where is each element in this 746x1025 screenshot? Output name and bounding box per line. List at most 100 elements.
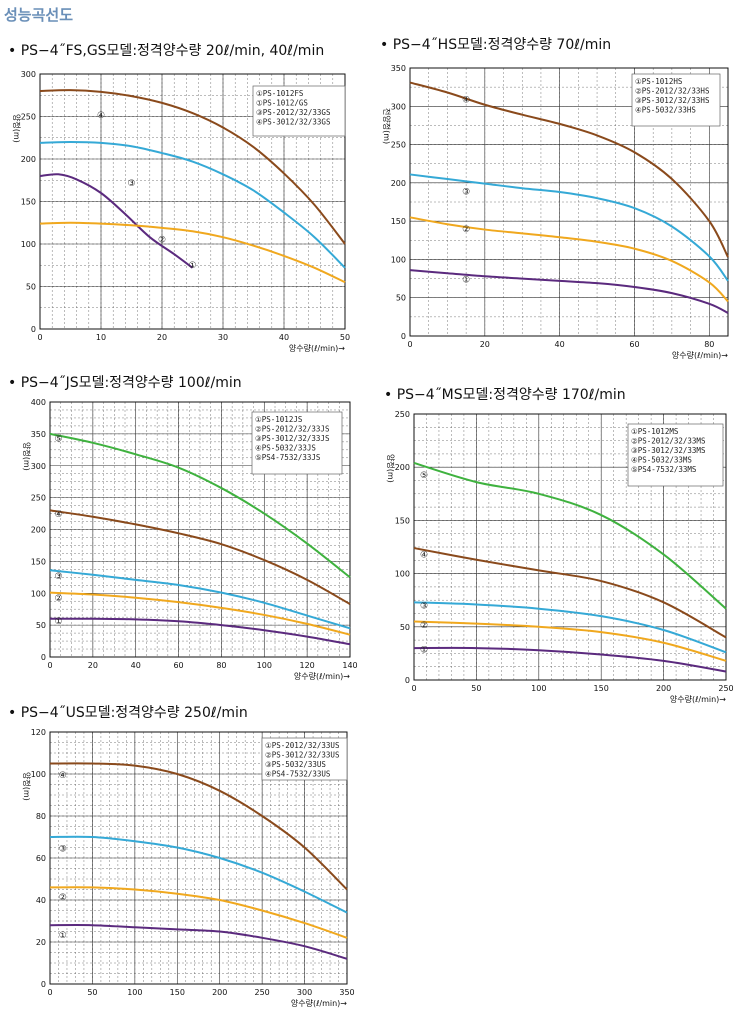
legend-entry: ②PS-2012/32/33JS — [255, 425, 330, 434]
series-marker-1: ① — [59, 931, 67, 941]
x-tick-label: 100 — [127, 988, 142, 997]
series-line-3 — [49, 835, 348, 914]
legend-entry: ①PS-1012FS — [256, 89, 304, 98]
chart-js: 0 50 100 150 200 250 300 350 400 0 20 40 60 80 100 120 1… — [22, 398, 358, 681]
x-tick-label: 40 — [555, 340, 565, 349]
x-tick-label: 80 — [216, 661, 226, 670]
series-line-4 — [39, 89, 346, 245]
legend-entry: ④PS-5032/33HS — [635, 106, 696, 115]
series-marker-5: ⑤ — [420, 471, 428, 481]
x-axis-label: 양수량(ℓ/min)→ — [672, 350, 728, 360]
legend-entry: ①PS-1012HS — [635, 77, 683, 86]
series-marker-3: ③ — [55, 572, 63, 582]
y-axis-label: 양정(m) — [22, 442, 32, 471]
series-line-2 — [49, 591, 351, 636]
series-marker-1: ① — [188, 261, 196, 271]
x-tick-label: 250 — [255, 988, 270, 997]
series-marker-4: ④ — [59, 771, 67, 781]
plot-frame — [49, 731, 348, 985]
legend-entry: ②PS-3012/32/33US — [265, 751, 340, 760]
y-tick-label: 0 — [41, 980, 46, 989]
y-tick-label: 200 — [395, 463, 410, 472]
series-marker-4: ④ — [462, 95, 470, 105]
series-line-4 — [49, 509, 351, 605]
chart-title-fs-gs: • PS−4˝FS,GS모델:정격양수량 20ℓ/min, 40ℓ/min — [8, 43, 325, 59]
chart-us: 0 20 40 60 80 100 120 0 50 100 150 200 250 300 350 양정(m… — [22, 728, 355, 1008]
legend-box — [261, 737, 348, 781]
series-marker-3: ③ — [59, 845, 67, 855]
y-tick-label: 50 — [400, 623, 410, 632]
y-tick-label: 20 — [36, 938, 46, 947]
series-marker-1: ① — [462, 275, 470, 285]
legend-entry: ②PS-2012/32/33HS — [635, 87, 710, 96]
series-marker-1: ① — [420, 645, 428, 655]
legend-entry: ②PS-2012/32/33MS — [631, 437, 706, 446]
legend-entry: ⑤PS4-7532/33JS — [255, 453, 321, 462]
series-marker-4: ④ — [420, 551, 428, 561]
y-tick-label: 40 — [36, 896, 46, 905]
x-tick-label: 100 — [257, 661, 272, 670]
x-tick-label: 120 — [300, 661, 315, 670]
x-axis-label: 양수량(ℓ/min)→ — [289, 343, 345, 353]
y-tick-label: 150 — [31, 557, 46, 566]
x-tick-label: 250 — [718, 684, 733, 693]
series-line-3 — [409, 173, 729, 282]
legend-entry: ③PS-3012/32/33MS — [631, 446, 706, 455]
chart-ms: 0 50 100 150 200 250 0 50 100 150 200 250 양정(m) 양수량(ℓ… — [386, 410, 734, 704]
plot-frame — [413, 413, 727, 681]
x-tick-label: 0 — [411, 684, 416, 693]
legend-entry: ③PS-3012/32/33JS — [255, 434, 330, 443]
legend-entry: ③PS-5032/33US — [265, 760, 326, 769]
series-marker-1: ① — [55, 617, 63, 627]
legend-box — [251, 411, 343, 475]
x-tick-label: 0 — [37, 333, 42, 342]
y-tick-label: 0 — [31, 325, 36, 334]
y-tick-label: 0 — [405, 676, 410, 685]
legend-box — [252, 85, 346, 137]
x-tick-label: 50 — [471, 684, 481, 693]
y-tick-label: 300 — [391, 102, 406, 111]
series-line-1 — [413, 646, 727, 673]
chart-title-ms: • PS−4˝MS모델:정격양수량 170ℓ/min — [384, 387, 626, 403]
series-line-5 — [413, 461, 727, 610]
y-axis-label: 양정(m) — [386, 454, 396, 483]
series-line-1 — [49, 617, 351, 646]
y-tick-label: 250 — [21, 113, 36, 122]
series-line-3 — [49, 569, 351, 630]
series-marker-2: ② — [59, 893, 67, 903]
x-tick-label: 50 — [87, 988, 97, 997]
x-tick-label: 0 — [47, 661, 52, 670]
y-tick-label: 250 — [395, 410, 410, 419]
x-tick-label: 150 — [594, 684, 609, 693]
series-marker-4: ④ — [55, 510, 63, 520]
y-tick-label: 150 — [21, 198, 36, 207]
x-tick-label: 20 — [88, 661, 98, 670]
x-tick-label: 30 — [218, 333, 228, 342]
series-line-4 — [409, 81, 729, 258]
series-marker-2: ② — [462, 225, 470, 235]
x-tick-label: 0 — [407, 340, 412, 349]
y-axis-label: 전양정(m) — [382, 108, 392, 144]
legend-entry: ③PS-3012/32/33HS — [635, 96, 710, 105]
series-line-2 — [413, 620, 727, 662]
y-tick-label: 100 — [391, 255, 406, 264]
y-axis-label: 양정(m) — [22, 772, 32, 801]
chart-hs: 0 50 100 150 200 250 300 350 0 20 40 60 80 전양정(m) 양수량(… — [382, 64, 729, 360]
series-line-2 — [49, 886, 348, 939]
legend-entry: ④PS-5032/33JS — [255, 444, 316, 453]
y-tick-label: 200 — [391, 179, 406, 188]
series-marker-5: ⑤ — [55, 435, 63, 445]
legend-entry: ④PS-5032/33MS — [631, 456, 692, 465]
legend-entry: ①PS-1012MS — [631, 427, 679, 436]
x-tick-label: 80 — [704, 340, 714, 349]
x-tick-label: 0 — [47, 988, 52, 997]
legend-entry: ①PS-2012/32/33US — [265, 741, 340, 750]
x-tick-label: 20 — [157, 333, 167, 342]
y-tick-label: 50 — [26, 283, 36, 292]
y-axis-label: 양정(m) — [12, 114, 22, 143]
plot-frame — [39, 73, 346, 330]
series-line-3 — [413, 601, 727, 654]
legend-entry: ③PS-2012/32/33GS — [256, 108, 331, 117]
chart-title-us: • PS−4˝US모델:정격양수량 250ℓ/min — [8, 705, 248, 721]
plot-frame — [409, 67, 729, 337]
